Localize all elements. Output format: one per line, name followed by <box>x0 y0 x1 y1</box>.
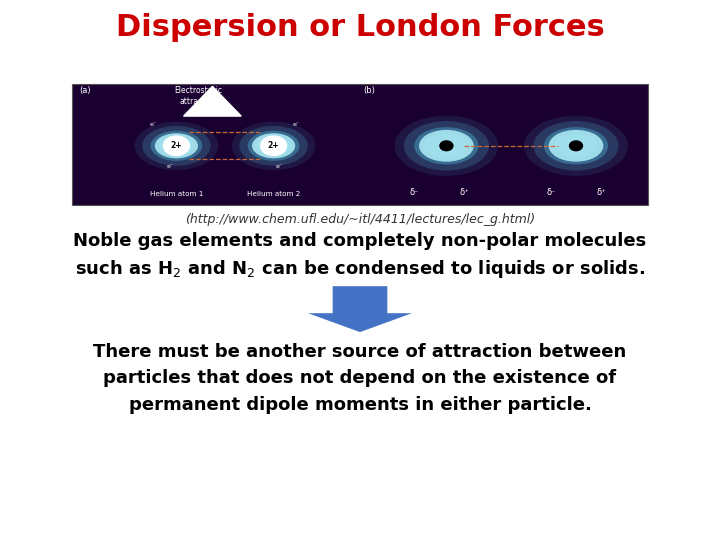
Circle shape <box>261 136 287 156</box>
Text: 2+: 2+ <box>171 141 182 150</box>
Text: 2+: 2+ <box>268 141 279 150</box>
Ellipse shape <box>155 133 198 158</box>
Circle shape <box>163 136 189 156</box>
Ellipse shape <box>142 126 211 166</box>
Text: Noble gas elements and completely non-polar molecules: Noble gas elements and completely non-po… <box>73 232 647 250</box>
Polygon shape <box>184 86 241 116</box>
Text: Helium atom 1: Helium atom 1 <box>150 191 203 197</box>
Polygon shape <box>308 286 412 332</box>
Ellipse shape <box>404 121 489 171</box>
Ellipse shape <box>524 116 628 176</box>
Text: permanent dipole moments in either particle.: permanent dipole moments in either parti… <box>129 396 591 414</box>
Text: particles that does not depend on the existence of: particles that does not depend on the ex… <box>104 369 616 387</box>
Text: Electrostatic: Electrostatic <box>174 86 222 96</box>
Text: There must be another source of attraction between: There must be another source of attracti… <box>94 343 626 361</box>
Ellipse shape <box>232 122 315 170</box>
Ellipse shape <box>433 138 459 153</box>
Circle shape <box>570 141 582 151</box>
Text: (b): (b) <box>364 86 375 96</box>
Text: (a): (a) <box>79 86 91 96</box>
Text: such as H$_2$ and N$_2$ can be condensed to liquids or solids.: such as H$_2$ and N$_2$ can be condensed… <box>75 258 645 280</box>
Ellipse shape <box>563 138 589 153</box>
Ellipse shape <box>252 133 295 158</box>
Ellipse shape <box>159 136 194 156</box>
Text: e⁻: e⁻ <box>293 122 300 127</box>
Text: e⁻: e⁻ <box>276 164 283 169</box>
Text: e⁻: e⁻ <box>167 164 174 169</box>
Circle shape <box>440 141 453 151</box>
Text: δ⁺: δ⁺ <box>459 188 469 197</box>
Text: Dispersion or London Forces: Dispersion or London Forces <box>116 14 604 43</box>
Ellipse shape <box>166 140 187 152</box>
Ellipse shape <box>150 131 202 161</box>
Text: (http://www.chem.ufl.edu/~itl/4411/lectures/lec_g.html): (http://www.chem.ufl.edu/~itl/4411/lectu… <box>185 213 535 226</box>
Ellipse shape <box>414 127 479 165</box>
Ellipse shape <box>256 136 291 156</box>
FancyBboxPatch shape <box>72 84 648 205</box>
Ellipse shape <box>549 130 603 161</box>
Ellipse shape <box>554 133 598 158</box>
Text: e⁻: e⁻ <box>150 122 157 127</box>
Ellipse shape <box>419 130 474 161</box>
Ellipse shape <box>544 127 608 165</box>
Text: attraction: attraction <box>179 97 217 106</box>
Ellipse shape <box>135 122 218 170</box>
Ellipse shape <box>264 140 284 152</box>
Ellipse shape <box>248 131 300 161</box>
Text: Helium atom 2: Helium atom 2 <box>247 191 300 197</box>
Ellipse shape <box>395 116 498 176</box>
Ellipse shape <box>534 121 618 171</box>
Text: δ⁻: δ⁻ <box>546 188 556 197</box>
Text: δ⁻: δ⁻ <box>409 188 419 197</box>
Ellipse shape <box>425 133 468 158</box>
Text: δ⁺: δ⁺ <box>596 188 606 197</box>
Ellipse shape <box>239 126 308 166</box>
